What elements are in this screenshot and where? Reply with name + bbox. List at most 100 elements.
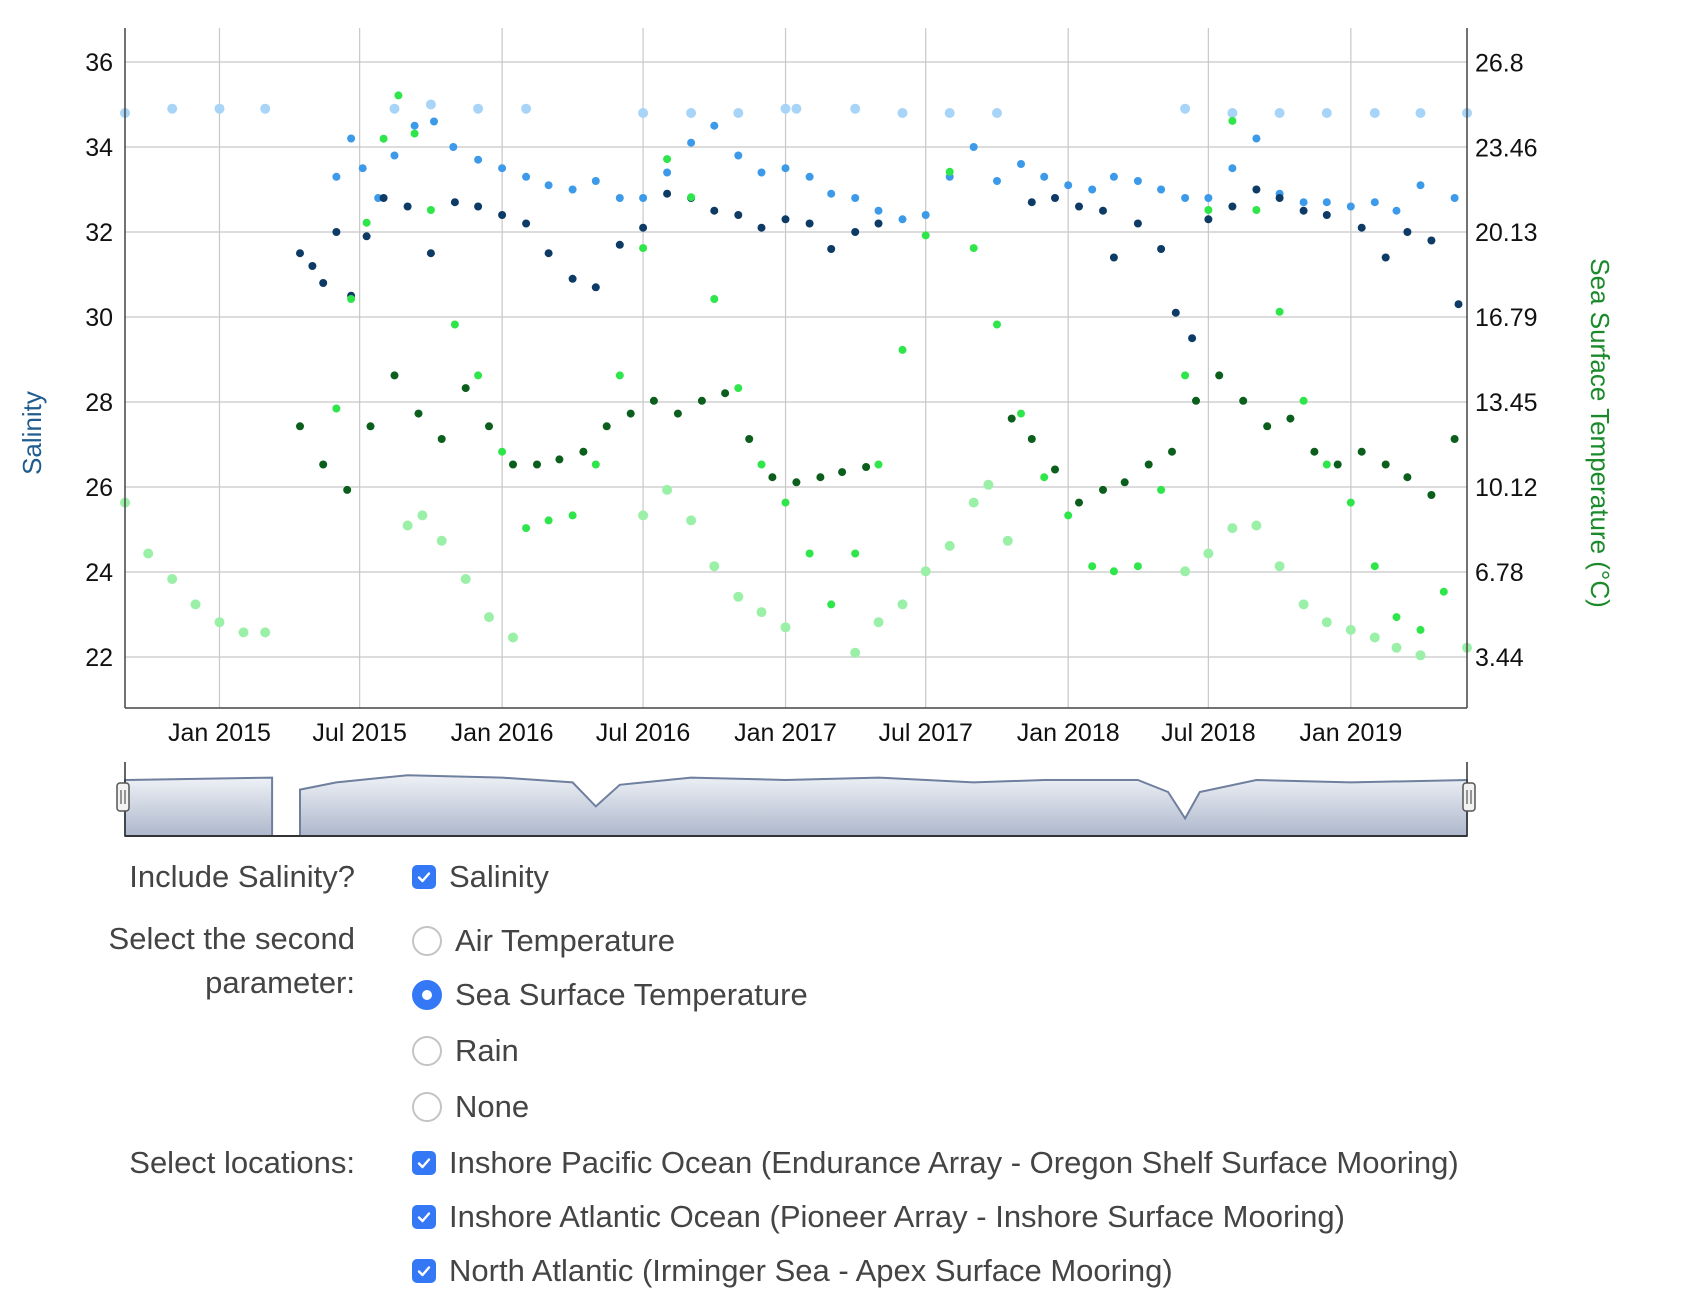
data-point (1017, 409, 1025, 418)
y-right-tick-label: 23.46 (1475, 134, 1538, 162)
data-point (1133, 177, 1142, 185)
data-point (1017, 160, 1025, 168)
data-point (1427, 491, 1436, 499)
location-checkbox-atlantic[interactable] (412, 1205, 436, 1229)
data-point (1064, 511, 1073, 520)
data-point (1370, 198, 1379, 207)
data-point (827, 245, 836, 253)
data-point (1310, 447, 1319, 456)
data-point (332, 228, 341, 236)
radio-none[interactable] (412, 1092, 442, 1122)
data-point (332, 404, 341, 413)
data-point (827, 600, 836, 609)
x-tick-label: Jan 2015 (168, 719, 271, 747)
data-point (1192, 396, 1200, 405)
data-point (473, 103, 484, 114)
navigator-series-0 (124, 776, 274, 837)
data-point (709, 561, 720, 572)
data-point (920, 566, 931, 577)
data-point (792, 478, 801, 487)
data-point (437, 435, 446, 443)
data-point (1228, 202, 1237, 211)
salinity-checkbox[interactable] (412, 865, 436, 889)
data-point (993, 177, 1001, 185)
radio-label-none: None (455, 1089, 530, 1124)
location-option-irminger[interactable]: North Atlantic (Irminger Sea - Apex Surf… (412, 1249, 1173, 1293)
data-point (568, 274, 577, 283)
data-point (450, 198, 459, 207)
location-option-pacific[interactable]: Inshore Pacific Ocean (Endurance Array -… (412, 1141, 1459, 1185)
second-param-label: Select the second parameter: (108, 921, 355, 1000)
radio-option-rain[interactable]: Rain (412, 1029, 519, 1073)
data-point (850, 103, 861, 114)
data-point (521, 103, 532, 114)
data-point (389, 103, 400, 114)
data-point (508, 632, 518, 643)
data-point (190, 599, 201, 610)
data-point (1322, 198, 1331, 207)
y-left-tick-label: 36 (85, 49, 113, 77)
data-point (745, 435, 754, 443)
navigator-right-handle[interactable] (1462, 782, 1476, 812)
data-point (851, 228, 860, 236)
location-checkbox-irminger[interactable] (412, 1259, 436, 1283)
y-right-tick-label: 16.79 (1475, 304, 1538, 332)
check-icon (417, 1266, 431, 1277)
data-point (167, 103, 178, 114)
data-point (862, 463, 871, 471)
data-point (1416, 181, 1425, 190)
data-point (1357, 447, 1366, 456)
location-checkbox-pacific[interactable] (412, 1151, 436, 1175)
data-point (1454, 300, 1463, 309)
data-point (697, 396, 706, 405)
data-point (1392, 206, 1401, 215)
range-navigator[interactable] (116, 762, 1476, 837)
data-point (544, 181, 553, 190)
data-point (1040, 473, 1049, 482)
data-point (343, 485, 352, 494)
location-option-atlantic[interactable]: Inshore Atlantic Ocean (Pioneer Array - … (412, 1195, 1345, 1239)
data-point (638, 108, 649, 118)
data-point (663, 155, 672, 164)
data-point (522, 172, 531, 181)
data-point (379, 194, 388, 202)
data-point (1204, 206, 1213, 214)
data-point (733, 108, 744, 118)
data-point (1064, 181, 1073, 190)
data-point (1203, 548, 1214, 559)
data-point (366, 422, 375, 431)
radio-rain[interactable] (412, 1036, 442, 1066)
data-point (983, 479, 994, 490)
radio-sea-surface-temperature[interactable] (412, 980, 442, 1010)
navigator-left-handle[interactable] (116, 782, 130, 812)
series-2 (296, 185, 1463, 343)
data-point (874, 460, 883, 469)
data-point (897, 599, 908, 610)
radio-option-sea-surface-temperature[interactable]: Sea Surface Temperature (412, 973, 808, 1017)
y-right-tick-label: 26.8 (1475, 49, 1524, 77)
data-point (1369, 632, 1380, 643)
data-point (425, 99, 436, 110)
radio-label-rain: Rain (455, 1033, 519, 1068)
data-point (1252, 185, 1261, 194)
location-label-irminger: North Atlantic (Irminger Sea - Apex Surf… (449, 1253, 1173, 1288)
x-tick-label: Jul 2016 (596, 719, 691, 747)
data-point (1275, 307, 1284, 316)
data-point (1181, 371, 1190, 380)
radio-option-none[interactable]: None (412, 1085, 529, 1129)
location-label-pacific: Inshore Pacific Ocean (Endurance Array -… (449, 1145, 1459, 1180)
data-point (1415, 108, 1426, 118)
data-point (757, 168, 766, 177)
salinity-checkbox-option[interactable]: Salinity (412, 855, 549, 899)
data-point (1427, 236, 1436, 245)
data-point (944, 108, 955, 118)
data-point (474, 155, 483, 164)
radio-label-sea-surface-temperature: Sea Surface Temperature (455, 977, 808, 1012)
radio-air-temperature[interactable] (412, 926, 442, 956)
y-right-tick-label: 3.44 (1475, 644, 1524, 672)
radio-option-air-temperature[interactable]: Air Temperature (412, 919, 675, 963)
data-point (734, 151, 743, 160)
data-point (1133, 562, 1142, 571)
data-point (319, 460, 328, 469)
series-5 (120, 479, 1472, 661)
